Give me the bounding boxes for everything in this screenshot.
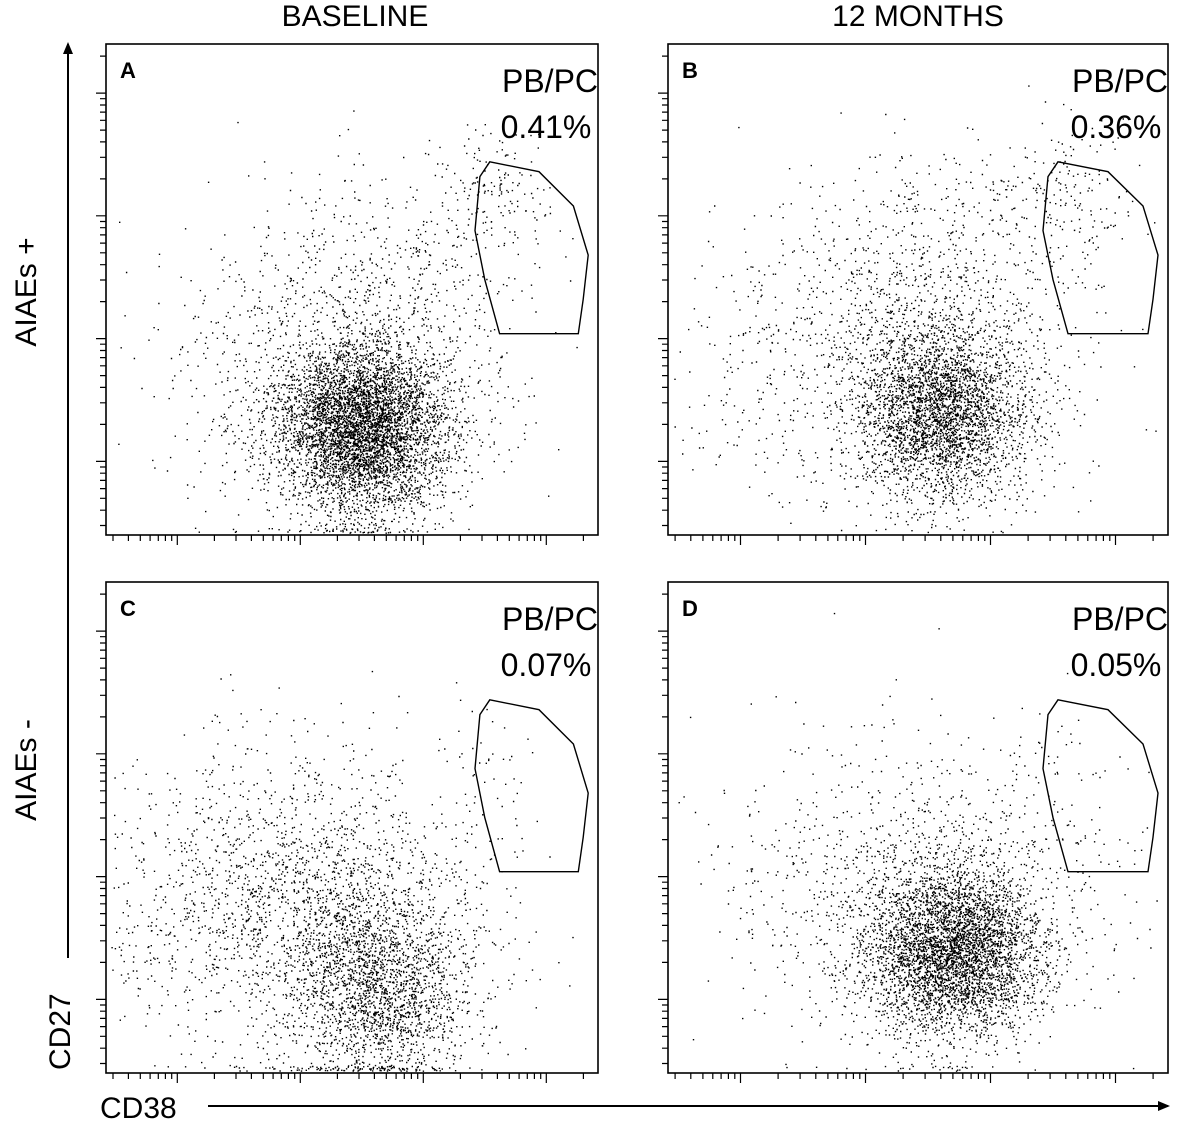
scatter-points — [118, 76, 578, 534]
gate-label: PB/PC — [502, 63, 598, 99]
gate-polygon — [474, 161, 589, 335]
row-label-aiaes-positive: AIAEs + — [10, 237, 43, 346]
gate-polygon — [474, 699, 589, 873]
gate-percentage: 0.36% — [1071, 109, 1162, 145]
panel-frame — [105, 581, 599, 1074]
gate-percentage: 0.41% — [501, 109, 592, 145]
gate-label: PB/PC — [1072, 63, 1168, 99]
gate-label: PB/PC — [1072, 601, 1168, 637]
panel-d: D PB/PC 0.05% — [658, 581, 1169, 1083]
column-title-12-months: 12 MONTHS — [832, 0, 1004, 33]
y-axis-title: CD27 — [44, 993, 77, 1070]
panel-letter: A — [120, 58, 136, 83]
axis-ticks — [658, 55, 1154, 545]
column-title-baseline: BASELINE — [282, 0, 429, 33]
axis-ticks — [658, 593, 1154, 1083]
scatter-points — [674, 85, 1157, 534]
x-axis-title: CD38 — [100, 1092, 177, 1123]
panel-letter: D — [682, 596, 698, 621]
panel-frame — [105, 43, 599, 536]
panel-letter: B — [682, 58, 698, 83]
panel-a: A PB/PC 0.41% — [96, 43, 599, 545]
gate-polygon — [1042, 161, 1159, 335]
panel-frame — [667, 43, 1169, 536]
axis-ticks — [96, 593, 584, 1083]
panel-c: C PB/PC 0.07% — [96, 581, 599, 1083]
gate-polygon — [1042, 699, 1159, 873]
row-label-aiaes-negative: AIAEs - — [10, 719, 43, 821]
panel-frame — [667, 581, 1169, 1074]
panel-b: B PB/PC 0.36% — [658, 43, 1169, 545]
gate-percentage: 0.07% — [501, 647, 592, 683]
panel-letter: C — [120, 596, 136, 621]
axis-ticks — [96, 55, 584, 545]
gate-label: PB/PC — [502, 601, 598, 637]
gate-percentage: 0.05% — [1071, 647, 1162, 683]
